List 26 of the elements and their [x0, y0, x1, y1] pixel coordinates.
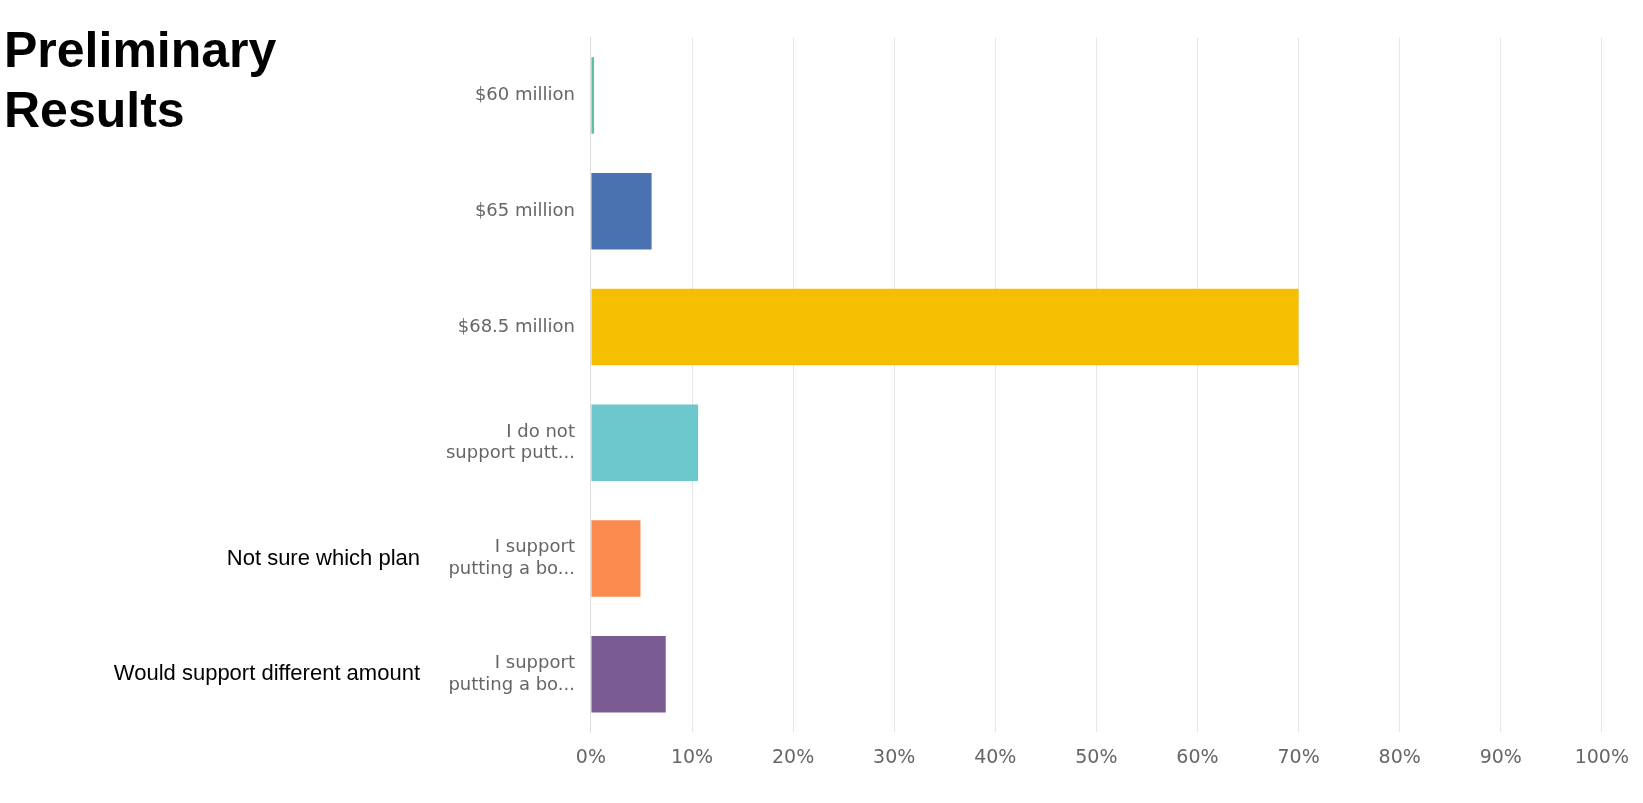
bar [591, 520, 641, 597]
text: Preliminary Results [4, 21, 278, 140]
x-tick-label: 70% [1277, 744, 1320, 767]
text: Not sure which plan [226, 544, 420, 570]
x-tick-label: 80% [1378, 744, 1421, 767]
x-tick-label: 90% [1479, 744, 1522, 767]
bar [591, 636, 666, 713]
x-tick-label: 100% [1574, 744, 1629, 767]
x-tick-label: 20% [772, 744, 815, 767]
text: Would support different amount [113, 660, 420, 686]
y-tick-label: I support putting a bo... [448, 651, 575, 694]
x-tick-label: 40% [974, 744, 1017, 767]
x-tick-label: 30% [873, 744, 916, 767]
x-tick-label: 10% [670, 744, 714, 767]
bar [591, 404, 699, 481]
x-tick-label: 60% [1176, 744, 1219, 767]
x-tick-label: 50% [1075, 744, 1118, 767]
bar [591, 57, 594, 134]
y-tick-label: $65 million [474, 198, 575, 220]
x-tick-label: 0% [575, 744, 607, 767]
y-tick-label: $68.5 million [457, 314, 575, 336]
bar [591, 173, 652, 250]
y-tick-label: I do not support putt... [445, 419, 575, 463]
y-tick-label: $60 million [474, 83, 575, 105]
bar [591, 288, 1299, 366]
y-tick-label: I support putting a bo... [448, 535, 575, 579]
